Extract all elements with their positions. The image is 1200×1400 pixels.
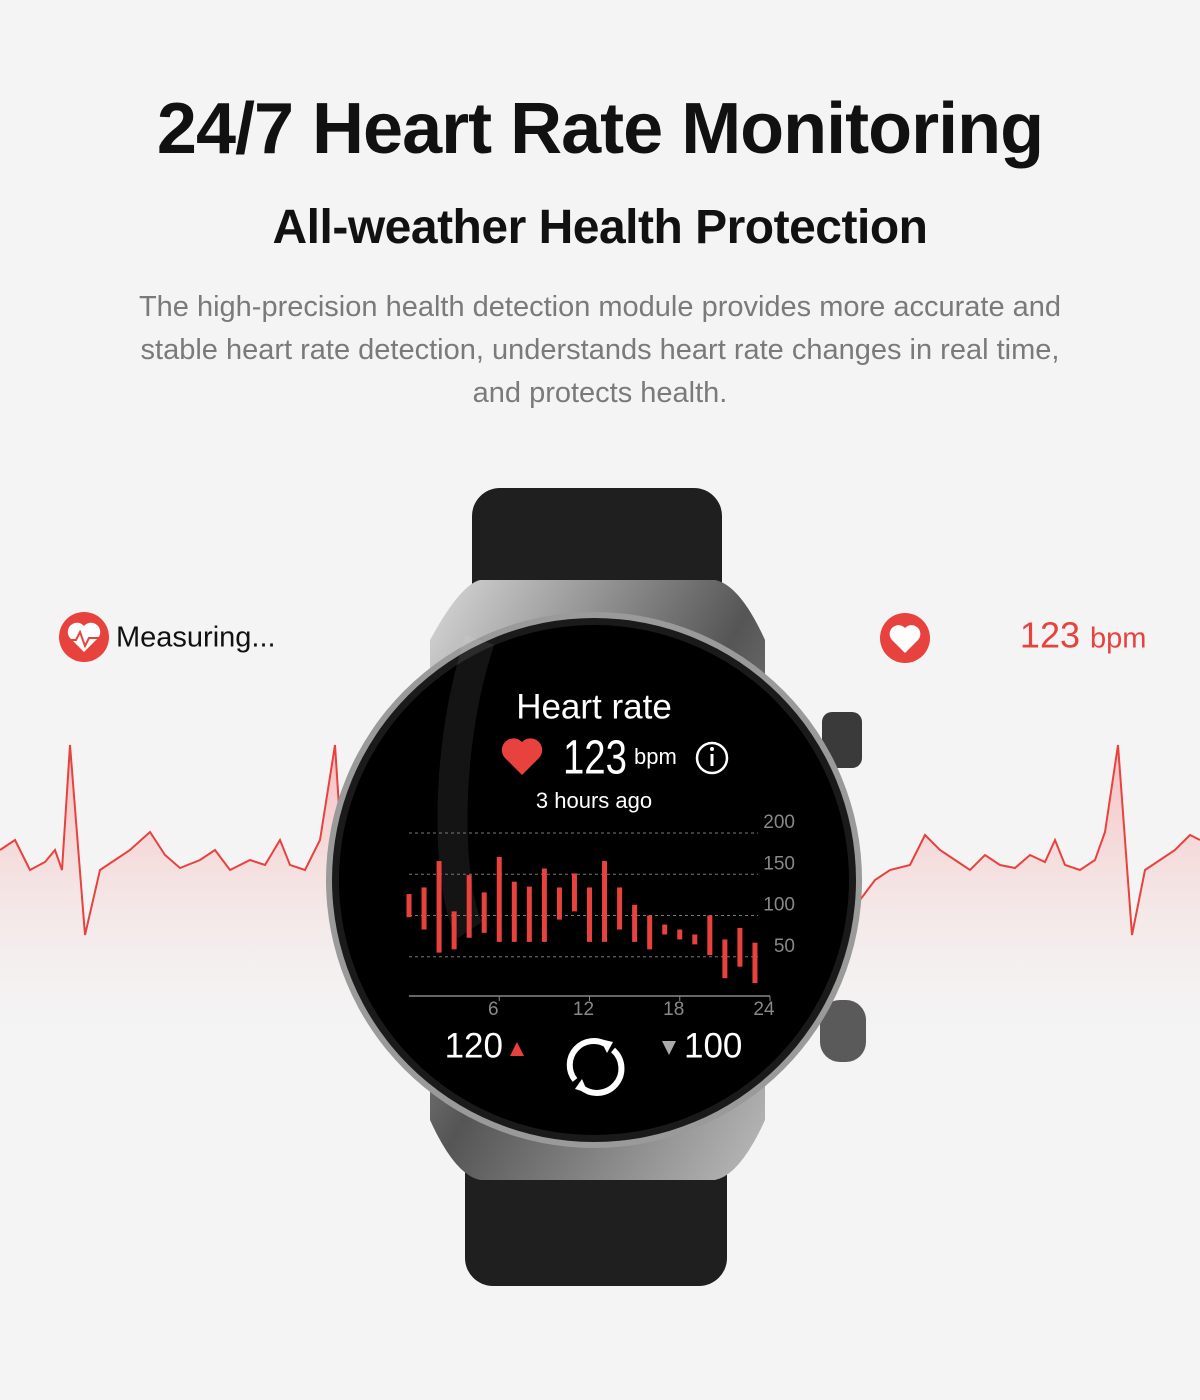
range-bar — [632, 904, 638, 942]
range-bar — [406, 894, 412, 918]
range-bar — [677, 929, 683, 940]
y-tick-label: 200 — [763, 812, 795, 833]
range-bar — [466, 875, 472, 938]
right-status: 123 bpm — [880, 613, 1146, 663]
range-bar — [692, 934, 698, 945]
range-bar — [737, 927, 743, 967]
watch-title: Heart rate — [516, 687, 672, 726]
range-bar — [647, 915, 653, 950]
watch: Heart rate 123 bpm 3 hours ago 120 100 — [326, 488, 866, 1286]
range-bar — [571, 873, 577, 912]
range-bar — [722, 939, 728, 979]
x-tick-label: 24 — [753, 999, 775, 1020]
range-bar — [556, 887, 562, 920]
x-tick-label: 12 — [573, 999, 594, 1020]
status-unit: bpm — [1090, 623, 1146, 655]
range-bar — [451, 911, 457, 950]
range-bar — [707, 915, 713, 956]
range-bar — [421, 887, 427, 930]
watch-unit: bpm — [634, 744, 677, 769]
range-bar — [752, 942, 758, 984]
y-tick-label: 150 — [763, 853, 795, 874]
range-bar — [541, 868, 547, 942]
range-bar — [511, 881, 517, 942]
range-bar — [587, 887, 592, 942]
range-bar — [481, 892, 487, 933]
range-bar — [526, 886, 532, 942]
subtitle: All-weather Health Protection — [272, 201, 928, 254]
y-tick-label: 50 — [774, 936, 795, 957]
range-bar — [662, 924, 668, 935]
status-label: Measuring... — [116, 622, 276, 654]
watch-time: 3 hours ago — [536, 788, 652, 813]
range-bar — [617, 887, 623, 930]
watch-min: 100 — [684, 1026, 742, 1065]
watch-value: 123 — [563, 732, 627, 785]
description: The high-precision health detection modu… — [138, 291, 1062, 409]
range-bar — [496, 856, 502, 942]
left-status: Measuring... — [59, 612, 276, 662]
watch-max: 120 — [445, 1026, 503, 1065]
ecg-line — [0, 744, 1200, 936]
range-bar — [436, 861, 442, 953]
x-tick-label: 6 — [488, 999, 499, 1020]
range-bar — [602, 861, 608, 942]
x-tick-label: 18 — [663, 999, 684, 1020]
status-value: 123 — [1020, 615, 1080, 656]
y-tick-label: 100 — [763, 895, 795, 916]
title: 24/7 Heart Rate Monitoring — [156, 89, 1044, 169]
